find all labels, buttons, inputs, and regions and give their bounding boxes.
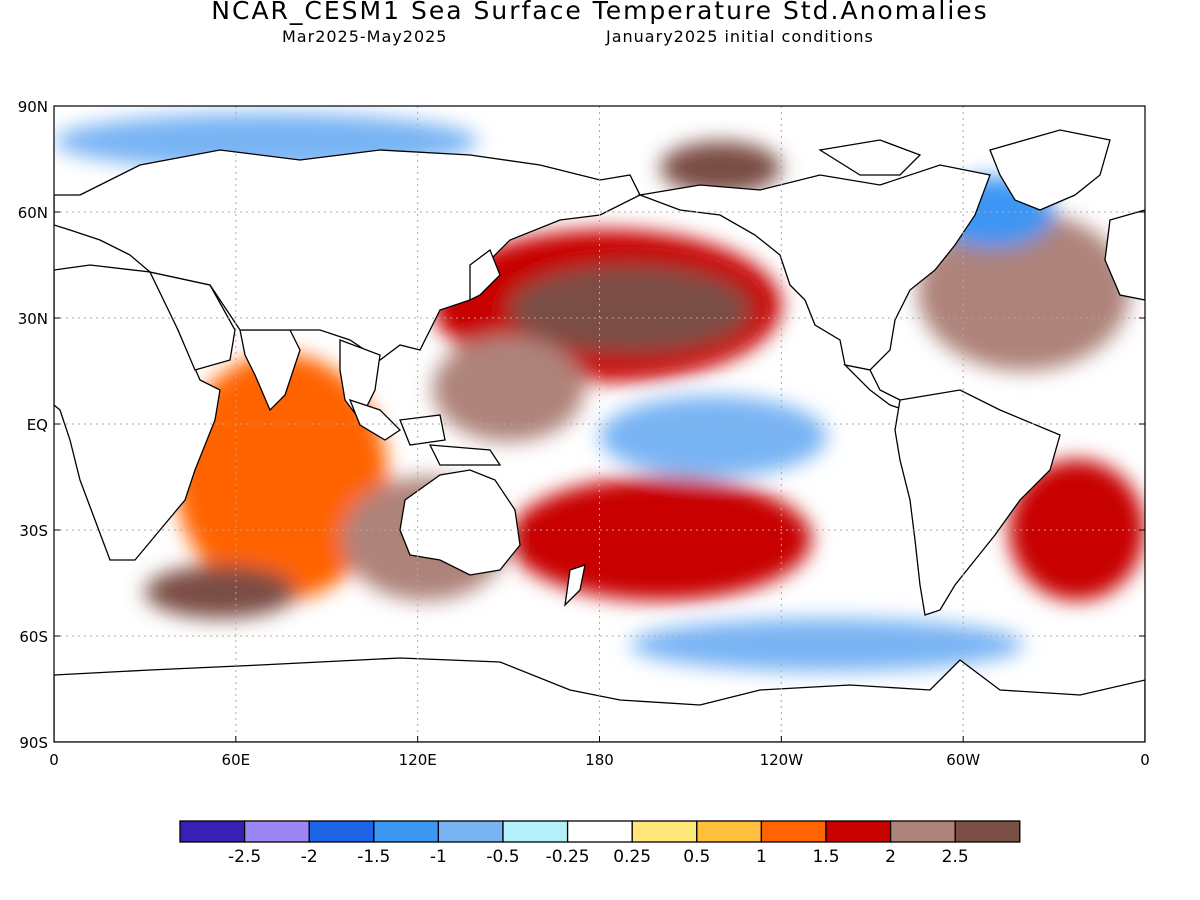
color-legend: -2.5 -2 -1.5 -1 -0.5 -0.25 0.25 0.5 1 1.5 2 2.5	[179, 820, 1021, 867]
legend-label: -2	[301, 847, 318, 867]
legend-swatch	[502, 820, 569, 843]
legend-swatch	[631, 820, 698, 843]
forecast-period: Mar2025-May2025	[282, 27, 448, 46]
australia-landmass	[399, 469, 521, 576]
lon-label: 120W	[760, 751, 804, 769]
legend-swatch	[889, 820, 956, 843]
south-america-landmass	[894, 389, 1061, 616]
legend-swatch	[825, 820, 892, 843]
greenland-landmass	[989, 129, 1111, 211]
indonesia-islands	[348, 398, 502, 466]
legend-label: 0.25	[613, 847, 651, 867]
legend-swatch	[243, 820, 310, 843]
legend-label: 1	[756, 847, 767, 867]
legend-label: -2.5	[228, 847, 261, 867]
new-zealand-islands	[564, 564, 586, 607]
legend-label: -1	[430, 847, 447, 867]
arctic-islands	[818, 139, 922, 176]
anomaly-region-southern-ocean-cool	[629, 618, 1024, 672]
legend-swatch	[760, 820, 827, 843]
eurasia-landmass	[54, 149, 641, 361]
anomaly-region-beaufort-warm	[660, 141, 782, 195]
lat-label: 30N	[18, 310, 48, 328]
japan-islands	[469, 248, 501, 302]
map-title: NCAR_CESM1 Sea Surface Temperature Std.A…	[211, 0, 989, 25]
legend-swatch	[179, 820, 246, 843]
legend-swatch	[308, 820, 375, 843]
legend-swatch	[566, 820, 633, 843]
legend-label: 1.5	[812, 847, 839, 867]
lon-label: 0	[49, 751, 59, 769]
axis-ticks	[53, 105, 1146, 743]
lon-label: 60E	[222, 751, 251, 769]
lon-label: 120E	[399, 751, 437, 769]
lon-label: 180	[585, 751, 614, 769]
anomaly-region-west-pacific-warm	[432, 335, 585, 442]
legend-swatch	[373, 820, 440, 843]
land-masses	[54, 129, 1145, 742]
north-america-landmass	[637, 164, 991, 371]
legend-swatch	[696, 820, 763, 843]
latitude-labels: 90N 60N 30N EQ 30S 60S 90S	[18, 98, 48, 752]
legend-label: -0.25	[546, 847, 590, 867]
legend-label: -1.5	[357, 847, 390, 867]
anomaly-region-equatorial-pacific-cool	[599, 395, 827, 477]
lat-label: 90N	[18, 98, 48, 116]
anomaly-region-north-pacific-core	[508, 265, 752, 354]
legend-swatch	[954, 820, 1021, 843]
anomaly-region-southern-indian-core	[144, 565, 297, 619]
graticule	[54, 106, 1145, 742]
legend-label: -0.5	[486, 847, 519, 867]
anomaly-region-south-pacific-warm	[508, 476, 812, 601]
lat-label: 90S	[19, 734, 48, 752]
lon-label: 0	[1140, 751, 1150, 769]
lat-label: 60S	[19, 628, 48, 646]
initial-conditions: January2025 initial conditions	[606, 27, 874, 46]
lat-label: 30S	[19, 522, 48, 540]
legend-label: 2.5	[942, 847, 969, 867]
legend-label: 0.5	[683, 847, 710, 867]
anomaly-region-south-atlantic-warm	[1008, 459, 1145, 601]
india-landmass	[239, 329, 301, 412]
lat-label: EQ	[27, 416, 48, 434]
legend-label: 2	[885, 847, 896, 867]
anomaly-region-north-atlantic-warm	[917, 212, 1130, 371]
legend-swatch	[437, 820, 504, 843]
lon-label: 60W	[946, 751, 980, 769]
anomaly-region-indian-ocean-warm	[175, 353, 388, 601]
lat-label: 60N	[18, 204, 48, 222]
longitude-labels: 0 60E 120E 180 120W 60W 0	[49, 751, 1150, 769]
